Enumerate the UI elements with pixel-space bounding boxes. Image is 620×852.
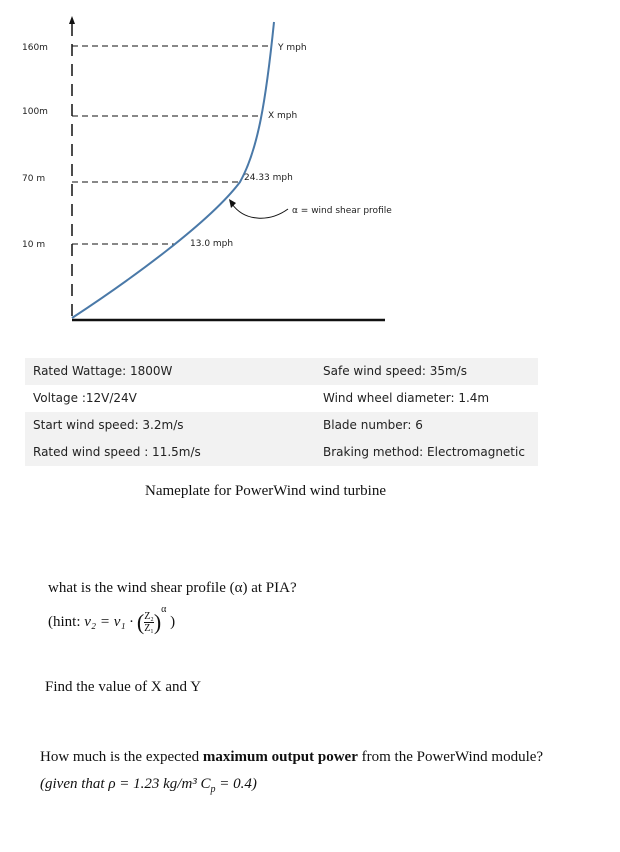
- caption: Nameplate for PowerWind wind turbine: [145, 483, 386, 499]
- cell: Wind wheel diameter: 1.4m: [323, 391, 490, 405]
- hint: (hint: v₂ = v₁ · (Z₂ Z₁)α ): [48, 604, 175, 636]
- bold-text: maximum output power: [202, 749, 358, 765]
- speed-label: Y mph: [277, 43, 307, 53]
- question: How much is the expected maximum output …: [40, 749, 543, 766]
- text: How much is the expected: [40, 749, 200, 765]
- cell: Braking method: Electromagnetic: [323, 445, 525, 459]
- height-label: 160m: [22, 43, 48, 53]
- numerator: Z₂: [144, 611, 154, 624]
- wind-shear-diagram: 160m 100m 70 m 10 m Y mph X mph 24.33 mp…: [22, 16, 392, 322]
- nameplate-row: Start wind speed: 3.2m/s Blade number: 6: [25, 412, 538, 439]
- paren: ): [153, 609, 162, 635]
- axis-arrow: [69, 16, 75, 24]
- paren: (: [136, 609, 145, 635]
- annotation: α = wind shear profile: [292, 206, 392, 216]
- question: Find the value of X and Y: [45, 679, 202, 695]
- formula: v₂ = v₁ ·: [84, 614, 134, 630]
- hint-open: (hint:: [48, 614, 81, 630]
- level-lines: [72, 45, 270, 245]
- wind-profile-curve: [71, 21, 275, 319]
- cell: Rated Wattage: 1800W: [33, 364, 173, 378]
- hint-close: ): [170, 614, 176, 630]
- question: what is the wind shear profile (α) at PI…: [48, 580, 297, 596]
- arrow-head: [229, 199, 236, 208]
- text: (given that ρ = 1.23 kg/m³ C: [40, 776, 211, 792]
- nameplate-row: Rated wind speed : 11.5m/s Braking method…: [25, 439, 538, 466]
- given: (given that ρ = 1.23 kg/m³ Cp = 0.4): [40, 776, 257, 795]
- text: from the PowerWind module?: [361, 749, 544, 765]
- height-label: 70 m: [22, 174, 45, 184]
- cell: Start wind speed: 3.2m/s: [33, 418, 184, 432]
- annotation-arrow: [231, 203, 289, 219]
- speed-label: 13.0 mph: [190, 239, 233, 249]
- nameplate-row: Rated Wattage: 1800W Safe wind speed: 35m…: [25, 358, 538, 385]
- cell: Rated wind speed : 11.5m/s: [33, 445, 201, 459]
- cell: Blade number: 6: [323, 418, 423, 432]
- cell: Safe wind speed: 35m/s: [323, 364, 467, 378]
- subscript: p: [210, 784, 216, 795]
- exponent: α: [161, 604, 167, 615]
- nameplate-row: Voltage :12V/24V Wind wheel diameter: 1.4…: [25, 385, 538, 412]
- text: = 0.4): [215, 776, 257, 792]
- cell: Voltage :12V/24V: [33, 391, 137, 405]
- speed-label: X mph: [268, 111, 297, 121]
- speed-label: 24.33 mph: [244, 173, 293, 183]
- fraction: Z₂ Z₁: [144, 611, 154, 634]
- denominator: Z₁: [144, 623, 154, 635]
- height-label: 100m: [22, 107, 48, 117]
- height-label: 10 m: [22, 240, 45, 250]
